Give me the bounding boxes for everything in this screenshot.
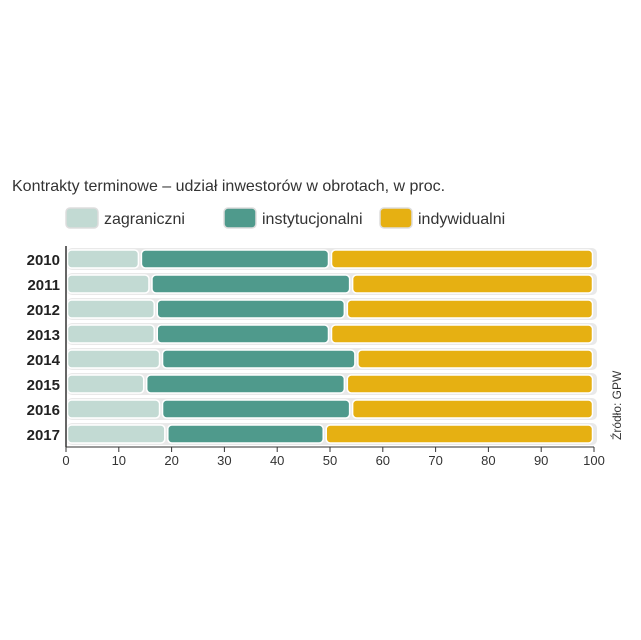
bar-indywidualni-2012 [346, 299, 594, 319]
bar-zagraniczni-2014 [66, 349, 161, 369]
bar-indywidualni-2016 [351, 399, 594, 419]
category-label: 2013 [27, 327, 60, 344]
x-tick-label: 90 [534, 453, 548, 468]
bar-zagraniczni-2010 [66, 249, 140, 269]
category-label: 2012 [27, 302, 60, 319]
x-tick-label: 40 [270, 453, 284, 468]
x-tick-label: 70 [428, 453, 442, 468]
category-label: 2016 [27, 402, 60, 419]
bar-instytucjonalni-2016 [161, 399, 351, 419]
bar-instytucjonalni-2013 [156, 324, 330, 344]
x-tick-label: 100 [583, 453, 605, 468]
category-label: 2014 [27, 352, 61, 369]
x-axis: 0 10 20 30 40 50 60 70 80 90 100 [62, 246, 605, 468]
legend-swatch-zagraniczni [65, 207, 99, 229]
bar-indywidualni-2015 [346, 374, 594, 394]
bar-zagraniczni-2015 [66, 374, 145, 394]
bar-indywidualni-2013 [330, 324, 594, 344]
bar-instytucjonalni-2011 [151, 274, 351, 294]
category-label: 2015 [27, 377, 60, 394]
bar-instytucjonalni-2014 [161, 349, 356, 369]
category-label: 2017 [27, 427, 60, 444]
bar-indywidualni-2017 [325, 424, 594, 444]
legend-swatch-instytucjonalni [223, 207, 257, 229]
source-note: Źródło: GPW [609, 370, 624, 440]
x-tick-label: 50 [323, 453, 337, 468]
x-tick-label: 0 [62, 453, 69, 468]
bar-instytucjonalni-2010 [140, 249, 330, 269]
bar-indywidualni-2014 [357, 349, 594, 369]
bar-indywidualni-2011 [351, 274, 594, 294]
bar-zagraniczni-2011 [66, 274, 150, 294]
bar-instytucjonalni-2015 [145, 374, 346, 394]
bar-instytucjonalni-2012 [156, 299, 346, 319]
bar-zagraniczni-2016 [66, 399, 161, 419]
legend-label-indywidualni: indywidualni [418, 211, 505, 228]
bar-indywidualni-2010 [330, 249, 594, 269]
legend-swatch-indywidualni [379, 207, 413, 229]
bar-zagraniczni-2017 [66, 424, 166, 444]
legend-label-instytucjonalni: instytucjonalni [262, 211, 363, 228]
x-tick-label: 60 [376, 453, 390, 468]
x-tick-label: 10 [112, 453, 126, 468]
legend-label-zagraniczni: zagraniczni [104, 211, 185, 228]
x-tick-label: 20 [164, 453, 178, 468]
x-tick-label: 30 [217, 453, 231, 468]
x-tick-label: 80 [481, 453, 495, 468]
bar-zagraniczni-2013 [66, 324, 156, 344]
bar-zagraniczni-2012 [66, 299, 156, 319]
bar-instytucjonalni-2017 [167, 424, 324, 444]
category-label: 2010 [27, 252, 60, 269]
chart-title: Kontrakty terminowe – udział inwestorów … [12, 178, 445, 195]
category-label: 2011 [27, 277, 60, 294]
bars: 2010 2011 2012 2013 2014 2015 2016 2017 [27, 248, 597, 445]
legend: zagraniczni instytucjonalni indywidualni [65, 207, 505, 229]
